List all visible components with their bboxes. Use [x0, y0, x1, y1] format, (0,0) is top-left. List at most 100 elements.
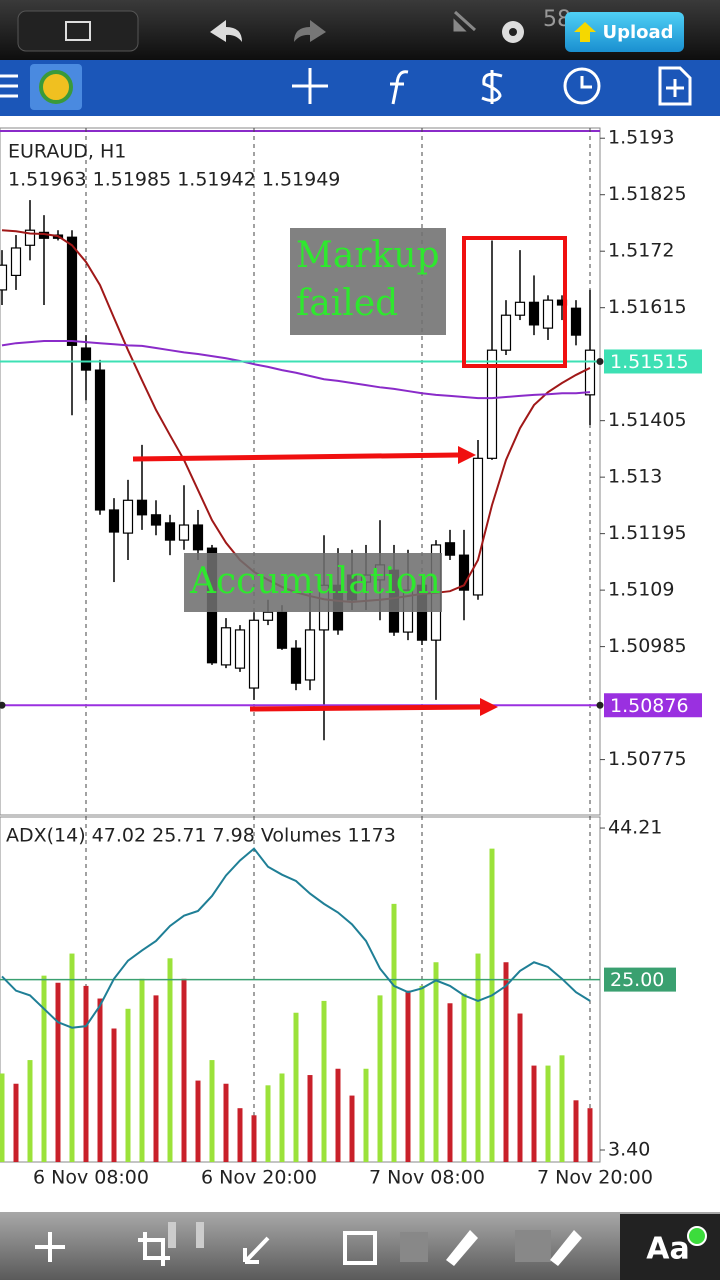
rect-icon[interactable]	[343, 1231, 377, 1265]
edit-icon[interactable]	[550, 1230, 582, 1266]
volume-bar	[531, 1065, 537, 1162]
volume-bar	[559, 1055, 565, 1162]
candle-body	[122, 499, 134, 534]
volume-bar	[195, 1080, 201, 1162]
volume-bar	[251, 1115, 257, 1162]
y-tick-label: 1.50985	[608, 635, 687, 657]
logo-mark	[39, 70, 73, 104]
volume-bar	[391, 903, 397, 1162]
arrow-shaft	[132, 452, 459, 462]
level-tag	[604, 693, 702, 718]
y-tick-label: 3.40	[608, 1139, 650, 1161]
mute-icon	[453, 10, 477, 32]
menu-icon[interactable]	[0, 74, 18, 98]
y-tick-label: 1.51195	[608, 522, 687, 544]
volume-bar	[167, 958, 173, 1162]
candle-body	[500, 314, 512, 351]
candle-body	[248, 619, 260, 689]
volume-bar	[0, 1073, 5, 1162]
candle-body	[262, 611, 274, 621]
y-tick-label: 1.51405	[608, 409, 687, 431]
candle-body	[178, 524, 190, 541]
volume-bar	[97, 998, 103, 1162]
candle-body	[10, 247, 22, 277]
upload-button[interactable]	[565, 12, 684, 52]
volume-bar	[223, 1083, 229, 1162]
candles-icon-2	[196, 1222, 204, 1248]
candle-body	[0, 264, 8, 291]
volume-bar	[573, 1100, 579, 1162]
candle-body	[220, 627, 232, 666]
font-button-bg[interactable]	[620, 1214, 720, 1280]
candle-body	[150, 514, 162, 526]
y-tick-label: 1.50775	[608, 748, 687, 770]
upload-label[interactable]: Upload	[602, 22, 673, 43]
volume-bar	[307, 1075, 313, 1162]
indicator-title: ADX(14) 47.02 25.71 7.98 Volumes 1173	[6, 825, 396, 847]
news-icon[interactable]	[515, 1230, 551, 1262]
inbox-icon[interactable]	[400, 1232, 428, 1262]
annotation-text: Markup	[296, 235, 440, 276]
volume-bar	[545, 1065, 551, 1162]
crop-icon[interactable]	[138, 1232, 170, 1266]
volume-bar	[517, 1013, 523, 1162]
candle-body	[514, 301, 526, 316]
period-hands	[580, 76, 592, 89]
trade-icon[interactable]	[481, 70, 503, 104]
image-icon	[65, 21, 91, 41]
volume-bar	[377, 995, 383, 1162]
candle-body	[192, 524, 204, 551]
period-icon[interactable]	[563, 67, 601, 105]
y-tick-label: 44.21	[608, 817, 662, 839]
plot: 6 Nov 08:00 6 Nov 20:00 7 Nov 08:00 7 Nov 2…	[0, 127, 702, 1189]
indicator-panel	[0, 816, 601, 1163]
arrow-shaft	[249, 704, 481, 712]
app-toolbar	[0, 60, 720, 116]
volume-bar	[461, 993, 467, 1162]
candle-body	[486, 349, 498, 459]
indicators-icon[interactable]	[390, 70, 409, 105]
candles-icon[interactable]	[168, 1222, 176, 1248]
volume-bar	[27, 1060, 33, 1162]
level-tag	[604, 967, 676, 992]
arrow-head	[480, 698, 498, 716]
level-label: 25.00	[610, 969, 664, 991]
x-tick-label: 7 Nov 20:00	[537, 1167, 653, 1189]
gallery-button[interactable]	[17, 10, 139, 52]
volume-bar	[209, 1060, 215, 1162]
volume-bar	[55, 982, 61, 1162]
redo-icon[interactable]	[294, 20, 326, 42]
y-tick-label: 1.51615	[608, 296, 687, 318]
candle-body	[472, 457, 484, 596]
new-order-icon[interactable]	[658, 66, 692, 106]
x-tick-label: 6 Nov 08:00	[33, 1167, 149, 1189]
candle-body	[164, 522, 176, 541]
annotation-box	[184, 553, 442, 612]
volume-bar	[237, 1108, 243, 1162]
font-button[interactable]: Aa	[646, 1232, 689, 1267]
volume-bar	[265, 1085, 271, 1162]
pen-icon[interactable]	[446, 1230, 478, 1266]
move-icon[interactable]	[35, 1232, 65, 1262]
candle-body	[136, 499, 148, 516]
undo-icon[interactable]	[210, 20, 242, 42]
candle-body	[234, 629, 246, 669]
chart-subtitle: 1.51963 1.51985 1.51942 1.51949	[8, 169, 340, 191]
arrow-icon[interactable]	[243, 1236, 270, 1264]
volume-bar	[489, 848, 495, 1162]
volume-bar	[69, 953, 75, 1162]
upload-icon	[574, 22, 596, 42]
volume-bar	[363, 1068, 369, 1162]
volume-bar	[321, 1000, 327, 1162]
level-label: 1.51515	[610, 351, 689, 373]
volume-bar	[587, 1108, 593, 1162]
moving-average	[1, 340, 591, 400]
volume-bar	[293, 1012, 299, 1162]
volume-bar	[181, 978, 187, 1162]
volume-bar	[13, 1083, 19, 1162]
crosshair-icon[interactable]	[292, 68, 328, 104]
volume-bar	[503, 962, 509, 1162]
volume-bar	[475, 953, 481, 1162]
candle-body	[584, 349, 596, 396]
